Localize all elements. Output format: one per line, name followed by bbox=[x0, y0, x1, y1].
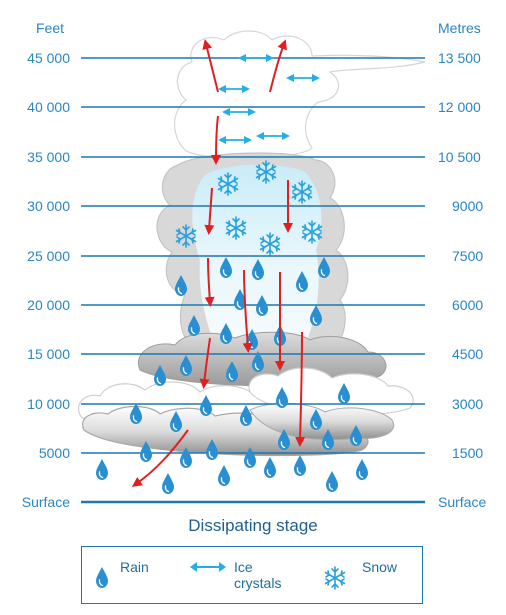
legend-ice-line2: crystals bbox=[234, 575, 282, 591]
downdraft-arrow bbox=[204, 257, 215, 307]
cloud-top bbox=[174, 30, 426, 159]
tick-feet: 5000 bbox=[38, 445, 70, 461]
rain-drop-icon bbox=[355, 458, 369, 481]
legend-snow-label: Snow bbox=[362, 559, 398, 575]
tick-feet: 45 000 bbox=[27, 50, 70, 66]
outflow-arrow bbox=[131, 429, 189, 487]
legend-ice-line1: Ice bbox=[234, 559, 253, 575]
tick-feet: Surface bbox=[21, 494, 70, 510]
rain-drop-icon bbox=[161, 472, 175, 495]
tick-feet: 20 000 bbox=[27, 297, 70, 313]
airflow-arrows bbox=[131, 39, 306, 487]
tick-metres: 3000 bbox=[452, 396, 484, 412]
downdraft-arrow bbox=[242, 269, 253, 353]
tick-metres: 4500 bbox=[452, 346, 484, 362]
tick-metres: 12 000 bbox=[438, 99, 481, 115]
tick-feet: 15 000 bbox=[27, 346, 70, 362]
updraft-arrow bbox=[202, 39, 219, 93]
double-arrow-icon bbox=[190, 562, 226, 572]
legend-rain-label: Rain bbox=[120, 559, 149, 575]
rain-drop-icon bbox=[293, 454, 307, 477]
tick-metres: 9000 bbox=[452, 198, 484, 214]
snow-icon bbox=[324, 566, 346, 590]
axis-title-metres: Metres bbox=[438, 20, 481, 36]
tick-metres: 13 500 bbox=[438, 50, 481, 66]
tick-feet: 10 000 bbox=[27, 396, 70, 412]
tick-metres: 6000 bbox=[452, 297, 484, 313]
tick-metres: 10 500 bbox=[438, 149, 481, 165]
ice-crystal-arrows bbox=[218, 54, 320, 144]
updraft-arrow bbox=[269, 39, 287, 93]
tick-metres: 1500 bbox=[452, 445, 484, 461]
rain-drop-icon bbox=[217, 464, 231, 487]
tick-feet: 25 000 bbox=[27, 248, 70, 264]
rain-drop-icon bbox=[325, 470, 339, 493]
rain-drop-icon bbox=[263, 456, 277, 479]
tick-metres: 7500 bbox=[452, 248, 484, 264]
axis-title-feet: Feet bbox=[36, 20, 65, 36]
tick-feet: 30 000 bbox=[27, 198, 70, 214]
downdraft-arrow bbox=[199, 337, 211, 389]
tick-feet: 40 000 bbox=[27, 99, 70, 115]
downdraft-arrow bbox=[295, 331, 306, 447]
legend: Rain Ice crystals Snow bbox=[81, 546, 423, 604]
rain-drop-icon bbox=[95, 458, 109, 481]
rain-drop-icon bbox=[95, 566, 109, 589]
tick-metres: Surface bbox=[438, 494, 487, 510]
downdraft-arrow bbox=[211, 115, 222, 165]
diagram-caption: Dissipating stage bbox=[188, 516, 318, 535]
legend-ice-label: Ice crystals bbox=[234, 559, 281, 591]
downdraft-arrow bbox=[204, 187, 215, 235]
tick-feet: 35 000 bbox=[27, 149, 70, 165]
